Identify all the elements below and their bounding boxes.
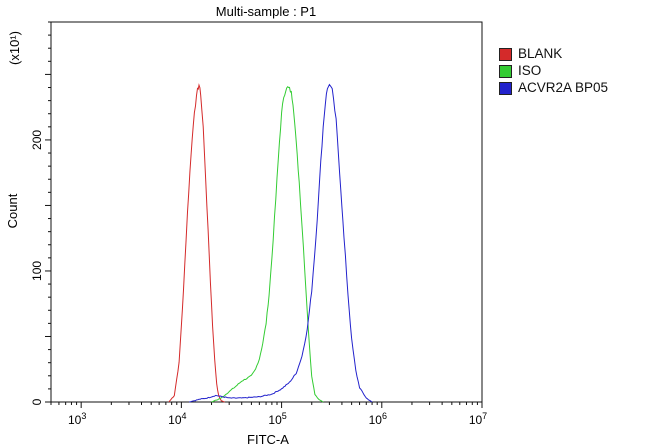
legend: BLANK ISO ACVR2A BP05 — [499, 46, 608, 97]
x-tick-label: 103 — [68, 411, 86, 427]
legend-label: ACVR2A BP05 — [518, 80, 609, 95]
series-line-blank — [168, 83, 225, 403]
series-line-acvr2a-bp05 — [189, 83, 373, 403]
legend-label: BLANK — [518, 46, 563, 61]
legend-swatch — [499, 64, 512, 78]
series-layer — [168, 83, 373, 403]
legend-item: ISO — [499, 63, 608, 79]
plot-frame — [50, 21, 483, 403]
x-axis-ticks: 103 104 105 106 107 — [50, 402, 487, 427]
chart-title: Multi-sample : P1 — [216, 4, 316, 19]
legend-item: ACVR2A BP05 — [499, 80, 608, 96]
series-line-iso — [211, 85, 324, 403]
x-axis-label: FITC-A — [247, 432, 289, 447]
y-tick-label: 200 — [30, 130, 44, 150]
x-tick-label: 107 — [469, 411, 487, 427]
x-tick-label: 104 — [168, 411, 186, 427]
y-tick-label: 0 — [30, 398, 44, 405]
y-axis-label: Count — [5, 193, 20, 228]
legend-swatch — [499, 81, 512, 95]
legend-label: ISO — [518, 63, 542, 78]
x-tick-label: 105 — [268, 411, 286, 427]
legend-item: BLANK — [499, 46, 608, 62]
y-multiplier-label: (x10¹) — [7, 31, 22, 65]
y-axis-ticks: 0 100 200 — [30, 21, 51, 405]
legend-swatch — [499, 47, 512, 61]
x-tick-label: 106 — [369, 411, 387, 427]
y-tick-label: 100 — [30, 261, 44, 281]
